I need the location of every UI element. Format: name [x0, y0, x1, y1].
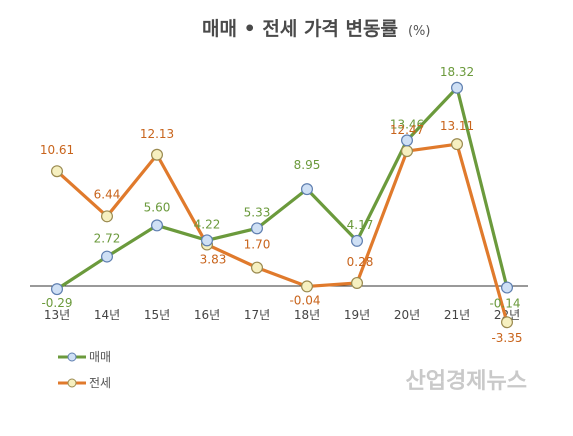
data-point — [50, 165, 63, 178]
data-label: -0.04 — [289, 293, 320, 307]
data-point — [401, 134, 414, 147]
data-label: 6.44 — [94, 187, 121, 201]
data-point — [100, 210, 113, 223]
data-point — [201, 234, 214, 247]
data-label: 5.33 — [244, 205, 271, 219]
data-label: 3.83 — [200, 253, 227, 267]
data-label: 12.13 — [140, 127, 174, 141]
data-point — [501, 316, 514, 329]
data-point — [50, 283, 63, 296]
data-label: 0.28 — [347, 255, 374, 269]
data-label: 4.17 — [347, 218, 374, 232]
x-tick-label: 22년 — [494, 308, 520, 322]
legend-entry: 전세 — [89, 376, 111, 390]
x-tick-label: 13년 — [44, 308, 70, 322]
x-tick-label: 17년 — [244, 308, 270, 322]
data-point — [100, 250, 113, 263]
series-line — [55, 86, 509, 291]
legend-swatch-marker — [67, 352, 77, 362]
data-point — [501, 281, 514, 294]
series-line — [55, 142, 509, 324]
legend-swatch-marker — [67, 378, 77, 388]
data-label: -3.35 — [491, 331, 522, 345]
data-point — [351, 234, 364, 247]
data-point — [251, 222, 264, 235]
data-label: 12.47 — [390, 123, 424, 137]
chart-title: 매매 • 전세 가격 변동률 — [202, 18, 398, 40]
data-point — [451, 81, 464, 94]
data-point — [151, 219, 164, 232]
legend-entry: 매매 — [89, 350, 111, 364]
data-point — [351, 276, 364, 289]
watermark: 산업경제뉴스 — [406, 369, 527, 394]
x-tick-label: 16년 — [194, 308, 220, 322]
data-label: 1.70 — [244, 238, 271, 252]
x-tick-label: 20년 — [394, 308, 420, 322]
data-label: 2.72 — [94, 232, 121, 246]
x-tick-label: 14년 — [94, 308, 120, 322]
chart-unit: (%) — [408, 24, 431, 39]
data-label: 5.60 — [144, 200, 171, 214]
data-label: 8.95 — [294, 158, 321, 172]
x-tick-label: 19년 — [344, 308, 370, 322]
data-label: 4.22 — [194, 217, 221, 231]
data-point — [251, 261, 264, 274]
x-tick-label: 18년 — [294, 308, 320, 322]
data-label: -0.14 — [489, 297, 520, 311]
data-point — [451, 138, 464, 151]
data-label: 18.32 — [440, 65, 474, 79]
data-label: 13.11 — [440, 119, 474, 133]
data-label: -0.29 — [41, 296, 72, 310]
data-point — [401, 145, 414, 158]
data-label: 10.61 — [40, 143, 74, 157]
x-tick-label: 21년 — [444, 308, 470, 322]
data-point — [301, 280, 314, 293]
data-point — [151, 148, 164, 161]
x-tick-label: 15년 — [144, 308, 170, 322]
data-point — [301, 183, 314, 196]
data-label: 13.46 — [390, 117, 424, 131]
